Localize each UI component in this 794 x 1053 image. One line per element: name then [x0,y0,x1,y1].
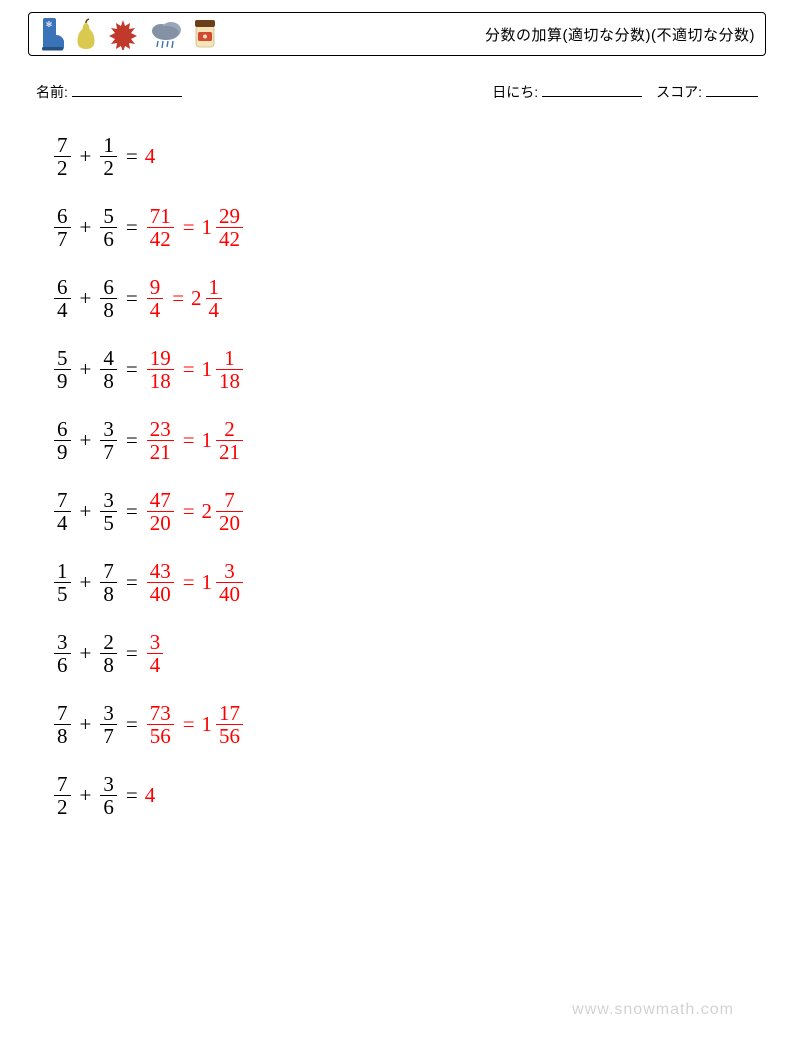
maple-leaf-icon [107,18,139,50]
fraction: 72 [54,773,71,818]
date-blank[interactable] [542,83,642,97]
problem-row: 69+37=2321=1221 [52,418,766,463]
fraction: 221 [216,418,243,463]
name-label: 名前: [36,84,68,100]
jam-jar-icon [193,19,217,49]
fraction: 340 [216,560,243,605]
mixed-number: 1118 [202,347,246,392]
fraction: 35 [100,489,117,534]
fraction: 94 [147,276,164,321]
fraction: 1756 [216,702,243,747]
answer: 4 [145,146,156,167]
pear-icon [75,18,97,50]
answer: 34 [145,631,166,676]
answer: 7356=11756 [145,702,245,747]
answer: 1918=1118 [145,347,245,392]
mixed-number: 12942 [202,205,246,250]
fraction: 36 [54,631,71,676]
problem-row: 67+56=7142=12942 [52,205,766,250]
mixed-number: 11756 [202,702,246,747]
mixed-number: 1340 [202,560,246,605]
problem-row: 74+35=4720=2720 [52,489,766,534]
fraction: 7356 [147,702,174,747]
raincloud-icon [149,19,183,49]
fraction: 74 [54,489,71,534]
fraction: 12 [100,134,117,179]
fraction: 118 [216,347,243,392]
answer: 2321=1221 [145,418,245,463]
answer: 7142=12942 [145,205,245,250]
fraction: 37 [100,418,117,463]
name-field: 名前: [36,82,182,102]
mixed-number: 2720 [202,489,246,534]
problems-list: 72+12=4 67+56=7142=12942 64+68=94=214 59+48… [52,134,766,818]
fraction: 28 [100,631,117,676]
watermark: www.snowmath.com [572,1001,734,1019]
svg-text:✻: ✻ [46,20,53,29]
score-label: スコア: [656,84,702,100]
fraction: 7142 [147,205,174,250]
problem-row: 78+37=7356=11756 [52,702,766,747]
fraction: 78 [100,560,117,605]
fraction: 2321 [147,418,174,463]
boot-icon: ✻ [39,17,65,51]
fraction: 4720 [147,489,174,534]
problem-row: 72+12=4 [52,134,766,179]
score-blank[interactable] [706,83,758,97]
fraction: 56 [100,205,117,250]
name-blank[interactable] [72,83,182,97]
score-field: スコア: [656,82,758,102]
problem-row: 64+68=94=214 [52,276,766,321]
fraction: 4340 [147,560,174,605]
fraction: 15 [54,560,71,605]
fraction: 68 [100,276,117,321]
answer: 94=214 [145,276,224,321]
header-box: ✻ [28,12,766,56]
fraction: 720 [216,489,243,534]
worksheet-title: 分数の加算(適切な分数)(不適切な分数) [485,24,755,45]
fraction: 72 [54,134,71,179]
mixed-number: 1221 [202,418,246,463]
worksheet-page: ✻ [0,0,794,1053]
fraction: 37 [100,702,117,747]
problem-row: 59+48=1918=1118 [52,347,766,392]
meta-row: 名前: 日にち: スコア: [36,82,758,102]
problem-row: 72+36=4 [52,773,766,818]
fraction: 14 [206,276,223,321]
header-icon-row: ✻ [39,17,217,51]
fraction: 59 [54,347,71,392]
problem-row: 36+28=34 [52,631,766,676]
answer: 4720=2720 [145,489,245,534]
fraction: 78 [54,702,71,747]
fraction: 34 [147,631,164,676]
fraction: 2942 [216,205,243,250]
mixed-number: 214 [191,276,224,321]
answer: 4340=1340 [145,560,245,605]
fraction: 67 [54,205,71,250]
fraction: 1918 [147,347,174,392]
fraction: 69 [54,418,71,463]
fraction: 36 [100,773,117,818]
answer: 4 [145,785,156,806]
fraction: 64 [54,276,71,321]
problem-row: 15+78=4340=1340 [52,560,766,605]
date-field: 日にち: [492,82,642,102]
fraction: 48 [100,347,117,392]
date-label: 日にち: [492,84,538,100]
